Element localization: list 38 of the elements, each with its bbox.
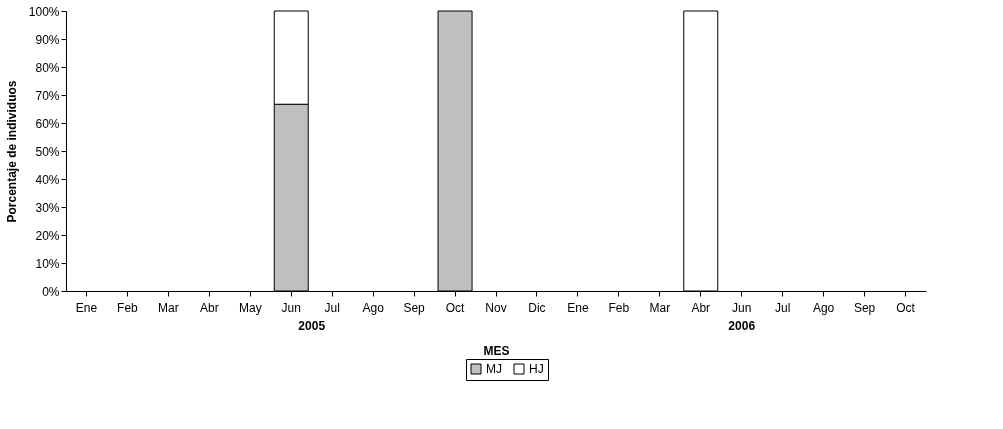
x-tick-label: Oct [896,300,916,315]
x-tick-label: Dic [528,300,546,315]
x-tick-label: Feb [117,300,139,315]
x-tick-label: Feb [608,300,630,315]
y-tick-label: 50% [35,144,60,159]
y-tick-label: 60% [35,116,60,131]
text: 2006 [728,319,756,333]
y-tick-label: 90% [35,32,60,47]
y-tick-label: 40% [35,172,60,187]
y-axis-title: Porcentaje de individuos [4,80,19,223]
x-tick-label: Abr [199,300,219,315]
text: 2005 [298,319,326,333]
x-tick-label: Ago [812,300,835,315]
legend-label: MJ [486,362,502,376]
y-tick-label: 10% [35,256,60,271]
x-tick-label: Ene [567,300,589,315]
x-tick-label: Ene [75,300,98,315]
x-tick-label: Jun [281,300,301,315]
y-tick-label: 30% [35,200,60,215]
x-tick-label: Sep [853,300,876,315]
x-tick-label: May [238,300,262,315]
x-tick-label: Ago [362,300,385,315]
legend-label: HJ [529,362,544,376]
y-tick-label: 20% [35,228,60,243]
x-tick-label: Nov [485,300,507,315]
y-tick-label: 100% [28,4,60,19]
y-tick-label: 0% [42,284,60,299]
x-axis-title: MES [483,343,510,358]
x-tick-label: Jul [324,300,340,315]
x-tick-label: Oct [445,300,466,315]
y-tick-label: 80% [35,60,60,75]
x-tick-label: Jul [774,300,791,315]
x-tick-label: Jun [732,300,752,315]
x-tick-label: Mar [158,300,179,315]
x-tick-label: Sep [403,300,426,315]
x-tick-label: Abr [691,300,711,315]
y-tick-label: 70% [35,88,60,103]
x-tick-label: Mar [649,300,671,315]
